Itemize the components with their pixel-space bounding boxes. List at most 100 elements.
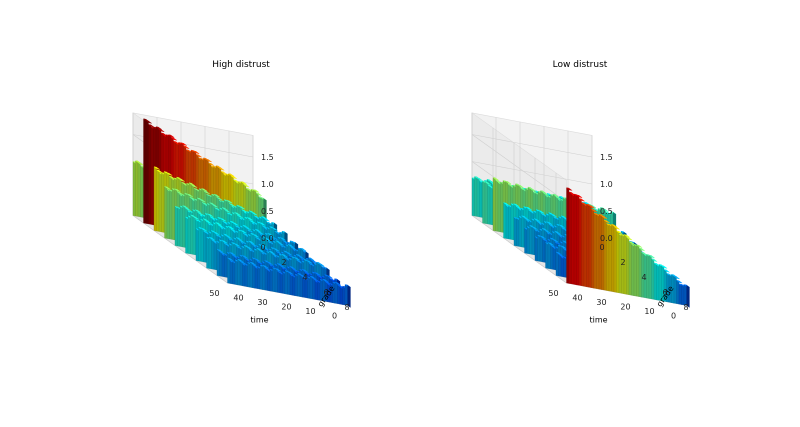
x-tick-label: 0 [332,312,337,321]
x-tick-label: 0 [671,312,676,321]
bar [339,286,343,305]
chart-title: Low distrust [553,60,608,70]
bar [529,225,533,255]
bar [653,262,657,301]
bar-top [616,230,623,234]
bar-top [227,226,234,230]
bar-top [326,275,333,279]
bar-top [525,206,532,210]
bar [249,261,253,288]
bar [259,264,263,290]
bar [242,263,246,287]
bar-top [227,257,234,261]
bar-top [300,248,307,252]
bar-top [145,120,152,124]
bar [309,275,313,300]
bar [244,263,248,287]
bar [187,215,191,255]
bar [563,256,567,278]
bar [573,193,577,286]
bar-top [170,137,177,141]
bar-top [538,210,545,214]
bar [267,269,271,292]
bar-top [208,162,215,166]
bar [135,160,139,217]
y-tick-label: 8 [683,303,688,312]
bar-top [257,231,264,235]
bar-top [268,250,275,254]
bar-top [530,188,537,192]
bar [571,194,575,285]
bar-top [251,212,258,216]
bar [227,257,231,284]
bar [206,236,210,269]
bar-top [254,228,261,233]
bar-top [226,200,233,204]
bar-top [244,226,251,230]
bar-top [178,178,185,182]
bar-top [306,260,313,264]
bar [229,260,233,285]
bar [578,198,582,286]
bar-top [201,188,208,192]
bar-top [248,240,255,244]
bar [628,241,632,296]
bar-top [638,247,645,251]
bar-top [240,230,247,234]
bar-top [253,189,260,193]
bar [471,177,475,217]
bar-top [601,215,608,219]
bar-top [239,261,246,265]
bar [254,266,258,289]
bar-top [203,190,210,194]
y-tick-label: 0 [260,243,265,252]
bar-top [651,258,658,262]
bar [284,270,288,295]
bar-top [299,274,306,278]
z-tick-label: 0.5 [261,207,274,216]
bar [272,267,276,293]
bar [616,230,620,293]
bar-top [235,237,242,241]
bar [148,124,152,225]
bar-top [174,188,181,192]
bar [164,186,168,239]
bar-top [252,234,259,238]
y-tick-label: 6 [662,288,667,297]
bar [221,253,225,278]
bar [568,191,572,285]
bar-top [193,150,200,154]
bar-top [218,167,225,171]
bar-top [184,207,191,211]
bar-top [591,209,598,213]
bar-top [298,255,305,259]
bar-top [191,184,198,188]
bar [513,217,517,247]
bar [161,172,165,233]
bar-top [636,244,643,248]
x-axis-label: time [250,315,268,324]
bar-top [237,258,244,263]
bar [500,181,504,233]
bar [179,205,183,248]
bar [631,244,635,296]
bar-top [273,248,280,252]
x-tick-label: 40 [233,294,243,303]
bar [234,259,238,286]
bar-top [238,239,245,243]
bar [279,272,283,294]
bar-top [539,235,546,239]
x-axis-label: time [589,315,607,324]
bar-top [263,218,270,222]
bar-top [200,227,207,231]
bar [292,275,296,296]
bar-top [267,233,274,237]
bar-top [229,252,236,256]
bar-top [544,229,551,233]
bar-top [259,222,266,226]
subplot-high-distrust: High distrust 0 10 20 30 40 50 0 2 4 6 8 0.0 0.5 1.0 1… [132,60,351,324]
bar [681,284,685,306]
bar [232,261,236,285]
bar-top [279,265,286,269]
